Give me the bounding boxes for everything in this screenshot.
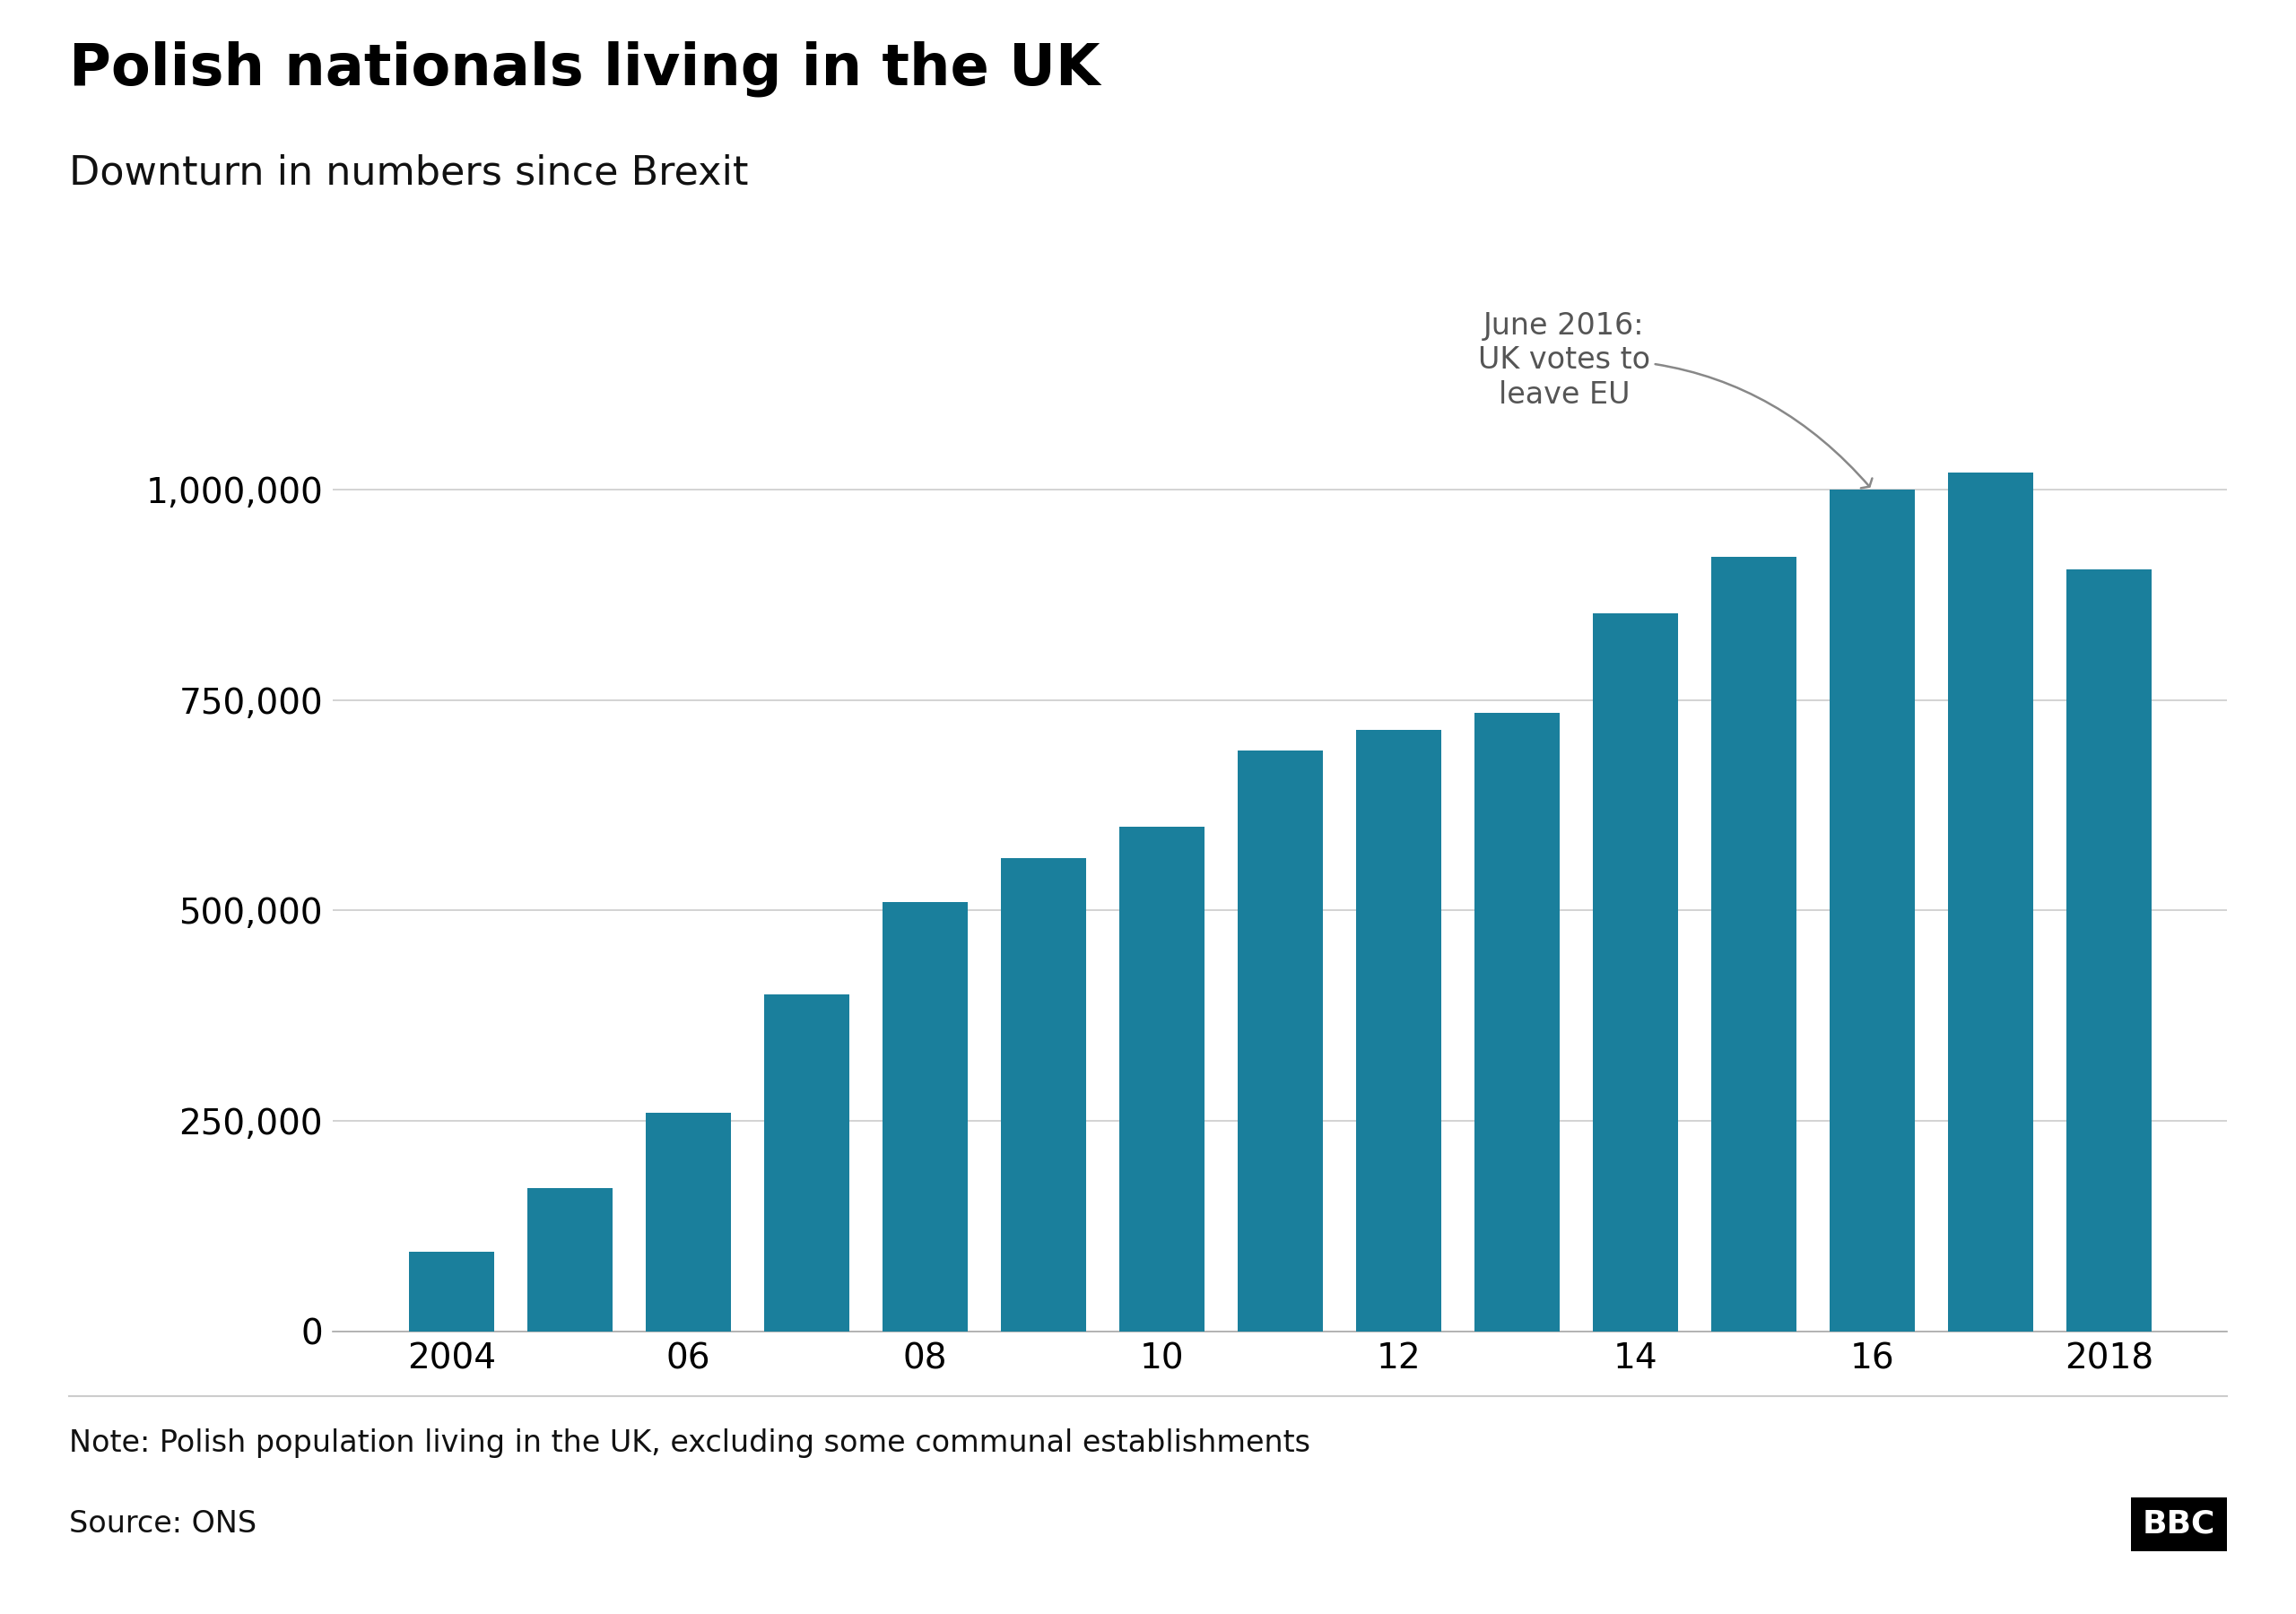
Bar xyxy=(1474,713,1559,1332)
Text: Source: ONS: Source: ONS xyxy=(69,1509,257,1538)
Text: June 2016:
UK votes to
leave EU: June 2016: UK votes to leave EU xyxy=(1479,312,1871,487)
Bar xyxy=(882,902,967,1332)
Text: Note: Polish population living in the UK, excluding some communal establishments: Note: Polish population living in the UK… xyxy=(69,1428,1311,1457)
Bar xyxy=(1830,489,1915,1332)
Bar xyxy=(1001,859,1086,1332)
Bar xyxy=(1593,613,1678,1332)
Bar xyxy=(1118,826,1203,1332)
Bar xyxy=(1355,730,1442,1332)
Bar xyxy=(409,1251,494,1332)
Text: Downturn in numbers since Brexit: Downturn in numbers since Brexit xyxy=(69,153,748,192)
Bar xyxy=(1711,557,1795,1332)
Bar xyxy=(2066,570,2151,1332)
Text: BBC: BBC xyxy=(2142,1509,2216,1540)
Text: Polish nationals living in the UK: Polish nationals living in the UK xyxy=(69,40,1100,97)
Bar xyxy=(645,1112,730,1332)
Bar xyxy=(765,994,850,1332)
Bar xyxy=(528,1188,613,1332)
Bar xyxy=(1238,751,1322,1332)
Bar xyxy=(1947,473,2032,1332)
